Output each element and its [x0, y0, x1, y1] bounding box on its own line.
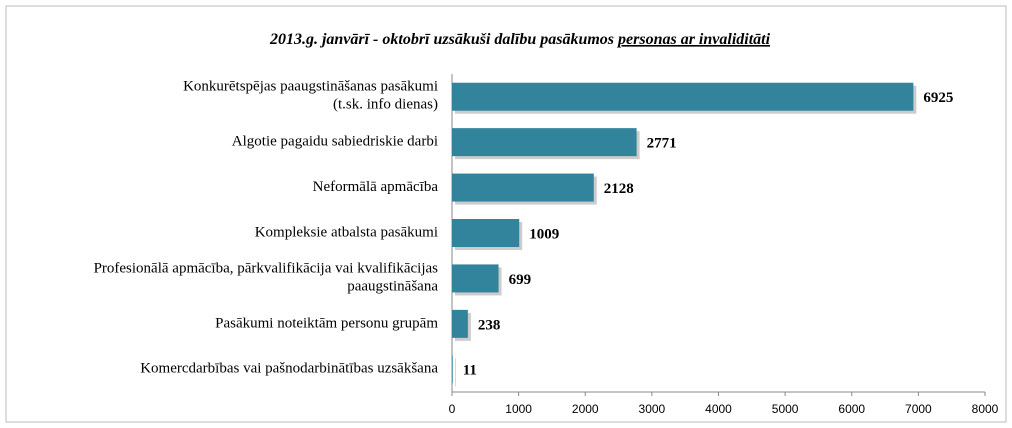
label-line: (t.sk. info dienas) — [333, 97, 438, 113]
x-tick-label: 3000 — [639, 402, 666, 416]
label-line: paaugstināšana — [347, 279, 438, 295]
bar — [452, 82, 914, 111]
y-tick-label: Neformālā apmācība — [313, 179, 439, 195]
value-label: 699 — [509, 272, 532, 288]
label-line: Profesionālā apmācība, pārkvalifikācija … — [94, 261, 439, 277]
frame — [5, 5, 1007, 423]
x-tick-label: 8000 — [972, 402, 999, 416]
x-tick-label: 0 — [449, 402, 456, 416]
bar — [452, 173, 594, 202]
value-label: 6925 — [923, 90, 953, 106]
value-label: 1009 — [529, 226, 559, 242]
bar — [452, 128, 637, 157]
value-label: 2771 — [647, 136, 677, 152]
bar-shadow — [455, 358, 456, 387]
chart-title: 2013.g. janvārī - oktobrī uzsākuši dalīb… — [269, 31, 771, 48]
title-main: 2013.g. janvārī - oktobrī uzsākuši dalīb… — [269, 31, 618, 48]
value-label: 2128 — [604, 181, 634, 197]
y-tick-label: Pasākumi noteiktām personu grupām — [215, 315, 438, 331]
y-tick-label: Kompleksie atbalsta pasākumi — [255, 224, 438, 240]
bar — [452, 219, 520, 247]
value-label: 238 — [478, 317, 501, 333]
x-tick-label: 7000 — [905, 402, 932, 416]
x-tick-label: 5000 — [772, 402, 799, 416]
bar — [452, 355, 453, 384]
x-tick-label: 2000 — [572, 402, 599, 416]
title-emphasis: personas ar invaliditāti — [616, 31, 771, 48]
y-tick-label: Profesionālā apmācība, pārkvalifikācija … — [94, 261, 439, 295]
value-label: 11 — [463, 363, 477, 379]
bar — [452, 264, 499, 293]
bar — [452, 309, 468, 338]
y-tick-label: Komercdarbības vai pašnodarbinātības uzs… — [140, 361, 438, 377]
label-line: Konkurētspējas paaugstināšanas pasākumi — [183, 79, 438, 95]
y-tick-label: Konkurētspējas paaugstināšanas pasākumi (… — [183, 79, 438, 113]
x-tick-label: 6000 — [838, 402, 865, 416]
x-tick-label: 1000 — [505, 402, 532, 416]
x-tick-label: 4000 — [705, 402, 732, 416]
y-tick-label: Algotie pagaidu sabiedriskie darbi — [232, 134, 438, 150]
